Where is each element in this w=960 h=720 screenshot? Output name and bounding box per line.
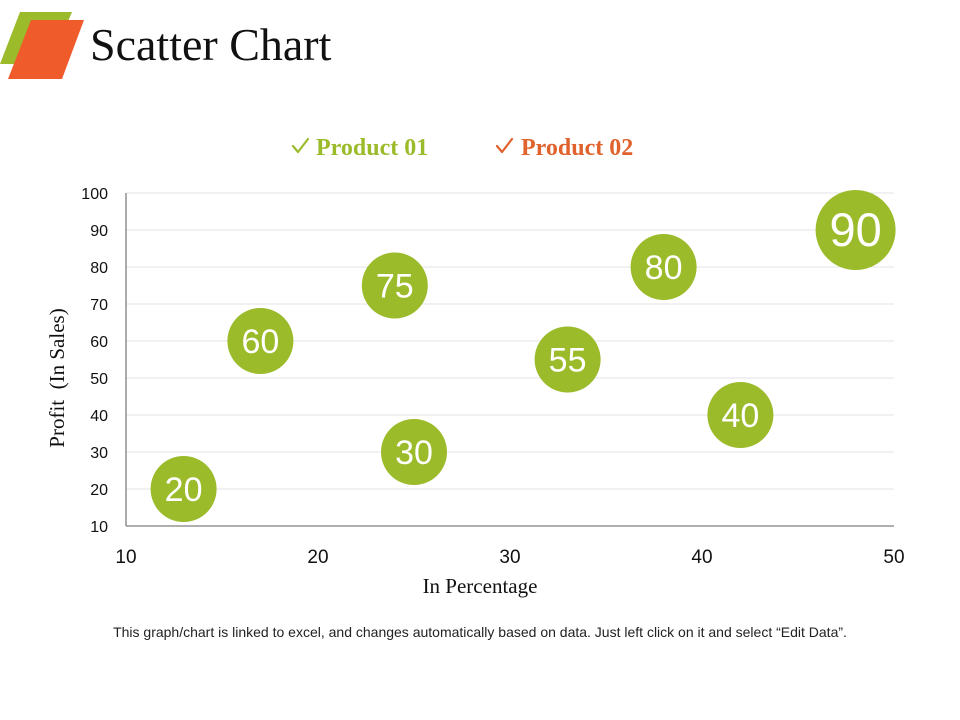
data-point-1-4 xyxy=(381,419,447,485)
data-point-1-6 xyxy=(630,234,697,300)
y-axis-title: Profit (In Sales) xyxy=(45,308,69,447)
x-tick-label-40: 40 xyxy=(691,547,712,568)
data-label-1-8: 90 xyxy=(829,203,881,256)
legend: Product 01 Product 02 xyxy=(291,135,633,161)
y-tick-label-90: 90 xyxy=(90,223,108,240)
x-tick-label-20: 20 xyxy=(307,547,328,568)
y-tick-label-40: 40 xyxy=(90,408,108,425)
y-tick-label-80: 80 xyxy=(90,260,108,277)
data-label-1-2: 60 xyxy=(241,323,279,361)
legend-check-icon-2 xyxy=(495,137,514,154)
x-axis-title: In Percentage xyxy=(423,574,538,598)
data-label-1-1: 20 xyxy=(165,471,203,509)
data-label-1-6: 80 xyxy=(645,249,683,287)
data-label-1-4: 30 xyxy=(395,434,433,472)
data-point-1-1 xyxy=(150,456,217,522)
x-tick-label-10: 10 xyxy=(115,547,136,568)
axes xyxy=(125,193,894,527)
data-label-1-7: 40 xyxy=(721,397,759,435)
y-tick-label-50: 50 xyxy=(90,371,108,388)
x-tick-label-30: 30 xyxy=(499,547,520,568)
data-point-1-7 xyxy=(707,382,774,448)
data-label-1-3: 75 xyxy=(376,268,414,306)
data-point-1-2 xyxy=(227,308,294,374)
data-point-1-8 xyxy=(815,190,896,270)
y-tick-label-20: 20 xyxy=(90,482,108,499)
y-tick-label-60: 60 xyxy=(90,334,108,351)
y-tick-label-10: 10 xyxy=(90,519,108,536)
y-tick-label-100: 100 xyxy=(81,186,108,203)
data-point-1-3 xyxy=(361,252,428,319)
y-tick-label-30: 30 xyxy=(90,445,108,462)
data-label-1-5: 55 xyxy=(549,342,587,380)
title-logo xyxy=(0,12,84,79)
logo-front-parallelogram xyxy=(8,20,84,79)
y-tick-label-70: 70 xyxy=(90,297,108,314)
grid-lines xyxy=(126,192,894,490)
legend-label-1: Product 01 xyxy=(316,135,428,161)
legend-label-2: Product 02 xyxy=(521,135,633,161)
data-point-1-5 xyxy=(534,326,601,393)
tick-labels: 10 20 30 40 50 60 70 80 90 100 10 20 30 40 50 xyxy=(81,186,904,568)
page-title: Scatter Chart xyxy=(90,19,332,70)
legend-check-icon-1 xyxy=(291,137,310,154)
data-points: 20 60 75 30 55 80 40 90 xyxy=(150,190,896,522)
footnote: This graph/chart is linked to excel, and… xyxy=(113,624,847,640)
x-tick-label-50: 50 xyxy=(883,547,904,568)
